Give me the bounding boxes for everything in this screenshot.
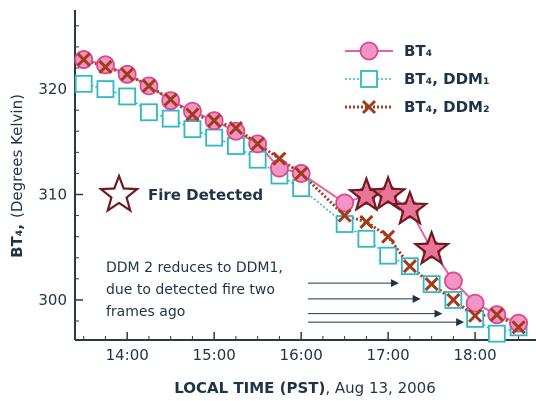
legend: BT₄ BT₄, DDM₁ BT₄, DDM₂ xyxy=(345,41,490,116)
data-point-ddm2 xyxy=(98,59,113,74)
fire-legend-star-icon xyxy=(97,172,141,213)
x-axis-title-rest: , Aug 13, 2006 xyxy=(325,379,435,397)
tick-labels: 14:00 15:00 16:00 17:00 18:00 300 310 320 xyxy=(38,80,496,364)
x-tick-label: 15:00 xyxy=(193,346,236,364)
data-point-bt4 xyxy=(443,271,463,291)
series-markers xyxy=(74,50,529,343)
y-tick-label: 320 xyxy=(38,80,67,98)
data-point-ddm2 xyxy=(163,92,178,107)
data-point-ddm2 xyxy=(468,308,483,323)
data-point-bt4 xyxy=(270,158,289,178)
y-tick-label: 310 xyxy=(38,186,67,204)
axes xyxy=(74,10,536,341)
data-point-ddm1 xyxy=(335,215,354,233)
data-point-ddm1 xyxy=(466,310,485,328)
annotation-line-1: DDM 2 reduces to DDM1, xyxy=(106,260,283,276)
ticks xyxy=(75,25,520,340)
y-axis-title-unit: (Degrees Kelvin) xyxy=(8,94,26,218)
data-point-bt4 xyxy=(335,193,355,213)
data-point-ddm1 xyxy=(96,80,115,98)
data-point-ddm1 xyxy=(118,87,137,106)
data-point-ddm2 xyxy=(76,52,91,67)
legend-label-ddm2: BT₄, DDM₂ xyxy=(404,98,490,116)
annotation-line-2: due to detected fire two xyxy=(106,282,275,298)
data-point-ddm2 xyxy=(207,113,222,128)
data-point-ddm2 xyxy=(381,229,396,244)
data-point-ddm1 xyxy=(379,246,398,265)
data-point-ddm2 xyxy=(402,259,417,274)
data-point-ddm1 xyxy=(205,128,224,147)
annotation-line-3: frames ago xyxy=(106,304,185,320)
data-point-ddm1 xyxy=(183,120,202,139)
data-point-bt4 xyxy=(465,293,485,313)
x-tick-label: 16:00 xyxy=(280,346,323,364)
legend-marker-ddm1 xyxy=(360,70,378,88)
y-axis-title-main: BT₄, xyxy=(8,224,26,258)
data-point-ddm1 xyxy=(161,109,180,128)
legend-label-bt4: BT₄ xyxy=(404,42,432,60)
data-point-bt4 xyxy=(226,121,246,141)
data-point-ddm2 xyxy=(250,136,265,151)
data-point-ddm2 xyxy=(359,214,374,229)
fire-stars xyxy=(347,174,451,266)
fire-legend-label: Fire Detected xyxy=(148,186,263,204)
data-point-bt4 xyxy=(509,313,529,333)
data-point-ddm1 xyxy=(140,103,158,122)
data-point-ddm1 xyxy=(248,150,267,169)
fire-star-icon xyxy=(368,174,408,211)
annotation-arrows xyxy=(308,279,465,327)
data-point-ddm1 xyxy=(487,324,506,343)
data-point-ddm2 xyxy=(185,107,200,122)
data-point-ddm2 xyxy=(141,78,156,93)
x-tick-label: 14:00 xyxy=(106,346,149,364)
data-point-bt4 xyxy=(183,101,202,121)
x-axis-title: LOCAL TIME (PST), Aug 13, 2006 xyxy=(174,379,436,397)
fire-star-icon xyxy=(412,229,451,266)
data-point-ddm2 xyxy=(120,67,135,82)
data-point-ddm2 xyxy=(424,277,439,292)
data-point-ddm2 xyxy=(337,208,352,223)
data-point-ddm2 xyxy=(489,307,504,322)
fire-star-icon xyxy=(390,189,430,226)
data-point-ddm2 xyxy=(294,166,309,181)
data-point-ddm2 xyxy=(511,320,526,335)
legend-marker-ddm2 xyxy=(361,99,377,115)
legend-label-ddm1: BT₄, DDM₁ xyxy=(404,70,490,88)
legend-marker-bt4 xyxy=(359,41,379,61)
data-point-ddm2 xyxy=(446,292,461,307)
fire-legend: Fire Detected xyxy=(97,172,263,213)
data-point-ddm1 xyxy=(74,74,93,93)
y-tick-label: 300 xyxy=(38,291,67,309)
x-tick-label: 18:00 xyxy=(453,346,496,364)
x-tick-label: 17:00 xyxy=(367,346,410,364)
data-point-ddm2 xyxy=(228,121,243,136)
x-axis-title-bold: LOCAL TIME (PST) xyxy=(174,379,325,397)
annotation: DDM 2 reduces to DDM1, due to detected f… xyxy=(106,260,465,327)
data-point-ddm1 xyxy=(357,229,376,248)
y-axis-title: BT₄, (Degrees Kelvin) xyxy=(8,94,26,258)
data-point-ddm2 xyxy=(272,151,287,166)
